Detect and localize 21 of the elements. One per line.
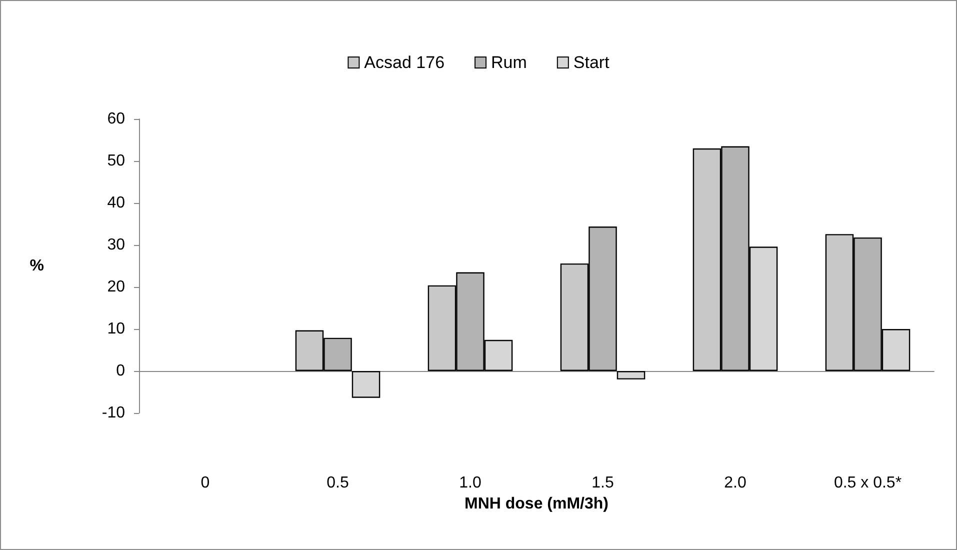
legend-label: Start xyxy=(573,53,610,72)
bar xyxy=(616,371,646,380)
y-tick-label: 50 xyxy=(107,152,126,170)
y-tick-label: 0 xyxy=(116,362,126,380)
y-tick-label: 40 xyxy=(107,194,126,212)
legend-label: Rum xyxy=(491,53,527,72)
x-tick-label: 2.0 xyxy=(724,474,746,492)
x-tick-label: 1.0 xyxy=(459,474,482,492)
y-tick-label: 30 xyxy=(107,236,126,254)
x-tick-label: 0.5 xyxy=(326,474,349,492)
bar xyxy=(352,371,380,398)
y-tick-label: 20 xyxy=(107,278,126,296)
x-tick-label: 0.5 x 0.5* xyxy=(834,474,902,492)
legend-label: Acsad 176 xyxy=(364,53,445,72)
x-tick-label: 1.5 xyxy=(592,474,614,492)
y-axis-title: % xyxy=(30,258,44,274)
x-axis-title: MNH dose (mM/3h) xyxy=(464,495,608,512)
y-tick-label: 60 xyxy=(107,110,126,128)
y-tick-label: -10 xyxy=(102,404,126,422)
x-tick-label: 0 xyxy=(200,474,210,492)
y-tick-label: 10 xyxy=(107,320,126,338)
